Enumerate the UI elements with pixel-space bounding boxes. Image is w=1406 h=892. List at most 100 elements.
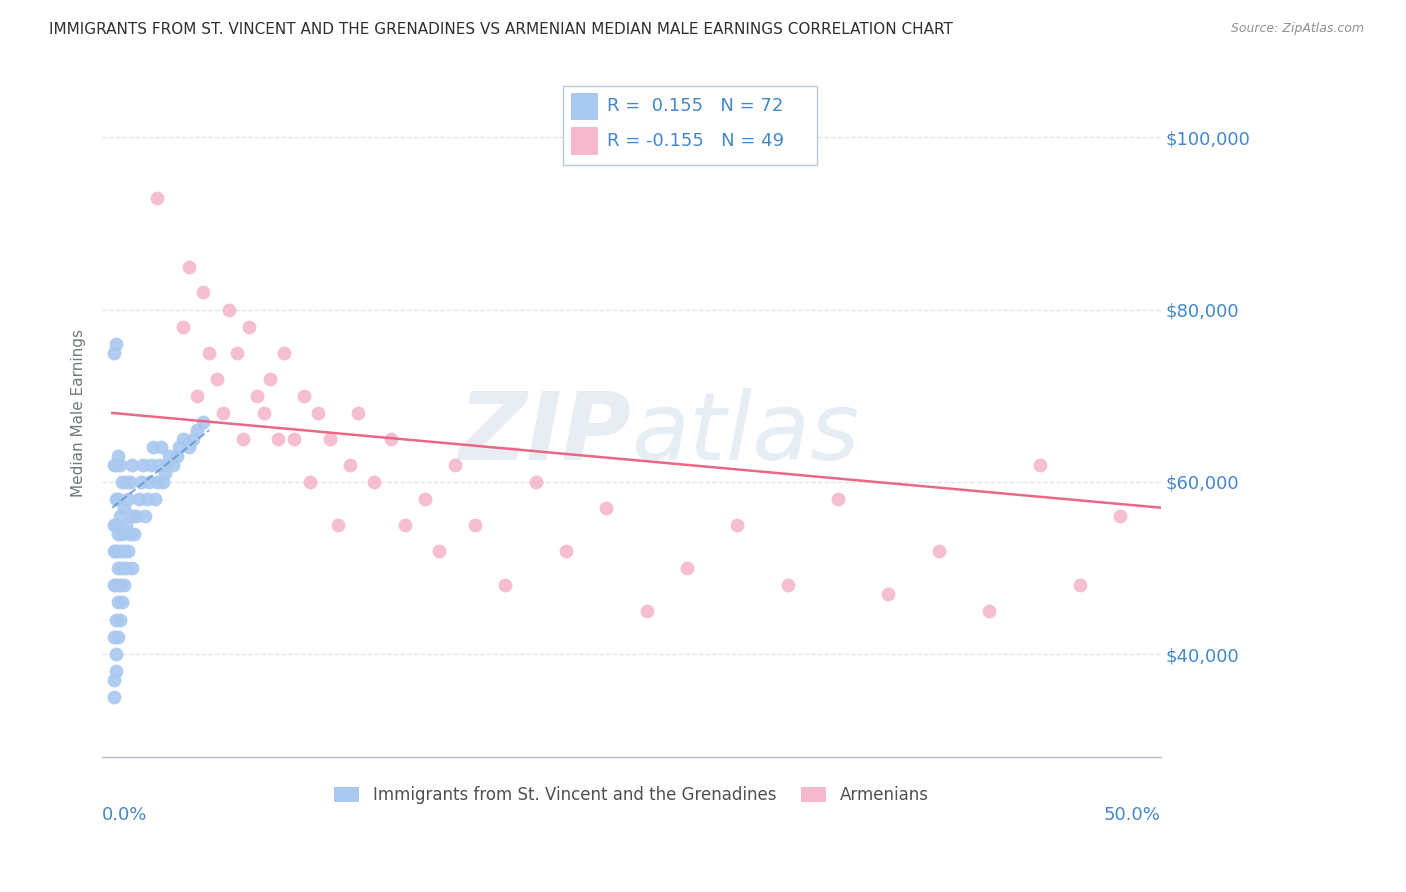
Point <box>103 630 125 644</box>
Point <box>636 604 658 618</box>
Point <box>110 458 132 472</box>
Point <box>107 630 129 644</box>
Point <box>103 345 125 359</box>
Point <box>121 458 143 472</box>
Point <box>111 561 134 575</box>
Point <box>110 543 132 558</box>
Point <box>595 500 617 515</box>
Point <box>149 441 172 455</box>
Point <box>105 543 128 558</box>
Point <box>131 458 153 472</box>
Point <box>181 432 204 446</box>
Point <box>134 509 156 524</box>
Point <box>266 432 288 446</box>
Point <box>554 543 576 558</box>
Point <box>115 517 138 532</box>
Point <box>156 458 179 472</box>
Text: R =  0.155   N = 72: R = 0.155 N = 72 <box>607 97 783 115</box>
Point <box>107 561 129 575</box>
Point <box>138 475 160 489</box>
Point <box>103 517 125 532</box>
Point <box>166 449 188 463</box>
Point <box>292 389 315 403</box>
Point <box>1069 578 1091 592</box>
Point <box>319 432 342 446</box>
Point <box>394 517 416 532</box>
Point <box>125 509 148 524</box>
Bar <box>571 127 598 154</box>
Point <box>283 432 305 446</box>
Point <box>117 491 139 506</box>
Point <box>191 285 214 300</box>
Point <box>105 578 128 592</box>
Point <box>191 415 214 429</box>
Point <box>139 458 162 472</box>
Point <box>107 449 129 463</box>
Text: ZIP: ZIP <box>458 388 631 480</box>
Point <box>212 406 235 420</box>
Point <box>105 613 128 627</box>
Point <box>128 491 150 506</box>
Point <box>157 449 180 463</box>
Point <box>198 345 221 359</box>
Point <box>152 475 174 489</box>
Point <box>115 561 138 575</box>
Point <box>107 491 129 506</box>
Point <box>347 406 370 420</box>
Point <box>105 337 128 351</box>
Point <box>110 578 132 592</box>
Point <box>105 458 128 472</box>
Point <box>205 371 228 385</box>
Point <box>1109 509 1132 524</box>
Point <box>326 517 349 532</box>
Point <box>380 432 402 446</box>
Point <box>107 595 129 609</box>
Point <box>120 475 142 489</box>
Point <box>112 578 135 592</box>
Point <box>1028 458 1050 472</box>
Point <box>145 475 167 489</box>
Point <box>928 543 950 558</box>
Point <box>167 441 190 455</box>
Point <box>186 423 208 437</box>
Point <box>427 543 450 558</box>
Text: IMMIGRANTS FROM ST. VINCENT AND THE GRENADINES VS ARMENIAN MEDIAN MALE EARNINGS : IMMIGRANTS FROM ST. VINCENT AND THE GREN… <box>49 22 953 37</box>
Point <box>129 475 152 489</box>
Point <box>413 491 436 506</box>
Point <box>363 475 385 489</box>
Text: 0.0%: 0.0% <box>103 805 148 823</box>
Point <box>524 475 547 489</box>
Point <box>246 389 269 403</box>
Point <box>464 517 486 532</box>
Point <box>177 441 200 455</box>
Point <box>105 491 128 506</box>
Text: R = -0.155   N = 49: R = -0.155 N = 49 <box>607 132 785 150</box>
Point <box>218 302 240 317</box>
Point <box>103 578 125 592</box>
Point <box>121 561 143 575</box>
Point <box>226 345 249 359</box>
Point <box>252 406 274 420</box>
Point <box>172 432 194 446</box>
Point <box>111 526 134 541</box>
Point <box>339 458 361 472</box>
Point <box>676 561 699 575</box>
Point <box>307 406 329 420</box>
Point <box>120 526 142 541</box>
Point <box>103 673 125 687</box>
Point <box>112 500 135 515</box>
Point <box>124 526 146 541</box>
Point <box>112 543 135 558</box>
Bar <box>571 93 598 120</box>
Point <box>444 458 467 472</box>
Point <box>979 604 1001 618</box>
Point <box>105 647 128 661</box>
Point <box>103 543 125 558</box>
Point <box>111 595 134 609</box>
Text: atlas: atlas <box>631 388 859 479</box>
Point <box>111 475 134 489</box>
Text: Source: ZipAtlas.com: Source: ZipAtlas.com <box>1230 22 1364 36</box>
Point <box>103 458 125 472</box>
Point <box>105 665 128 679</box>
Point <box>117 543 139 558</box>
